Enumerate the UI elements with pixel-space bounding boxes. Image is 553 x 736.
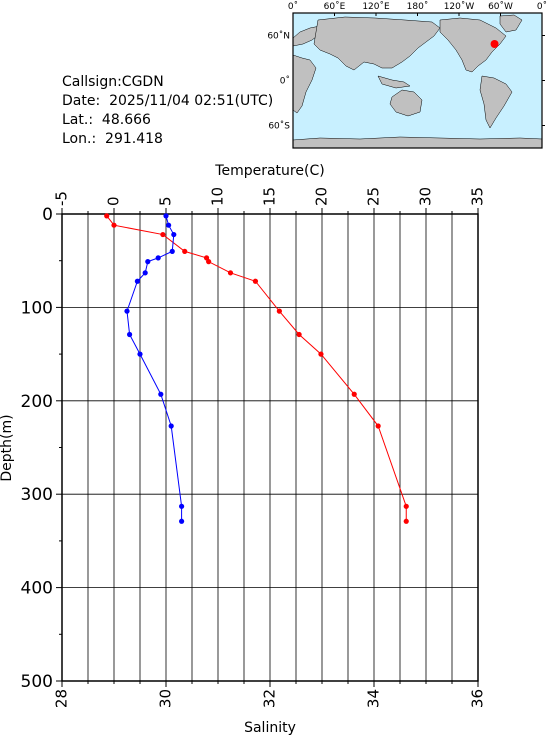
salinity-axis-label: Salinity: [244, 720, 296, 736]
salinity-data-point: [142, 270, 148, 276]
salinity-data-point: [166, 222, 172, 228]
date-text: Date: 2025/11/04 02:51(UTC): [62, 93, 274, 109]
africa-land: [292, 54, 317, 114]
salinity-data-point: [145, 259, 151, 265]
salinity-data-point: [134, 278, 140, 284]
map-lon-tick-label: 120˚W: [444, 1, 475, 12]
temperature-data-point: [111, 222, 117, 228]
temperature-data-point: [252, 278, 259, 284]
salinity-data-point: [171, 231, 177, 238]
temperature-tick-label: 15: [261, 187, 279, 206]
salinity-data-point: [127, 331, 133, 338]
indonesia-land: [377, 75, 411, 89]
north-america-land: [439, 17, 507, 73]
temperature-tick-label: 30: [417, 187, 435, 206]
map-lon-tick-label: 120˚E: [362, 1, 390, 12]
temperature-tick-label: 25: [365, 187, 383, 206]
temperature-tick-label: 10: [209, 187, 227, 206]
map-lat-tick-label: 0˚: [280, 76, 290, 87]
salinity-data-point: [179, 518, 185, 524]
temperature-data-point: [160, 231, 166, 238]
temperature-data-point: [276, 308, 282, 314]
temperature-tick-label: 20: [313, 187, 331, 206]
salinity-tick-label: 28: [53, 689, 71, 708]
longitude-text: Lon.: 291.418: [62, 131, 163, 147]
temperature-data-point: [318, 351, 324, 357]
map-lon-tick-label: 0˚: [288, 1, 298, 12]
salinity-data-point: [179, 503, 185, 509]
south-america-land: [479, 75, 513, 129]
temperature-data-point: [403, 518, 409, 524]
chart-grid: [61, 213, 479, 682]
temperature-data-point: [351, 391, 357, 397]
depth-tick-label: 100: [21, 298, 53, 318]
depth-tick-label: 500: [21, 672, 53, 692]
depth-tick-label: 400: [21, 579, 53, 599]
antarctica-land: [292, 136, 543, 149]
temperature-data-point: [375, 423, 381, 429]
salinity-data-point: [163, 213, 169, 219]
temperature-data-point: [296, 331, 302, 338]
salinity-tick-label: 30: [157, 689, 175, 708]
salinity-data-point: [168, 423, 174, 429]
asia-land: [313, 16, 441, 71]
map-lon-tick-label: 0˚: [537, 1, 547, 12]
salinity-data-point: [137, 351, 143, 357]
salinity-profile-line: [126, 215, 183, 522]
map-ticks: 0˚ 60˚E 120˚E 180˚ 120˚W 60˚W 0˚ 60˚N 0˚ 60˚S: [267, 1, 547, 132]
temperature-data-point: [403, 503, 409, 509]
map-lon-tick-label: 180˚: [407, 1, 429, 12]
salinity-tick-label: 34: [365, 689, 383, 708]
temperature-tick-label: 0: [105, 196, 123, 206]
temperature-axis-label: Temperature(C): [214, 163, 324, 179]
map-lon-tick-label: 60˚E: [324, 1, 346, 12]
temperature-data-point: [206, 259, 212, 265]
callsign-text: Callsign:CGDN: [62, 74, 164, 90]
salinity-data-point: [124, 308, 130, 314]
salinity-tick-label: 36: [469, 689, 487, 708]
float-info-panel: Callsign:CGDN Date: 2025/11/04 02:51(UTC…: [62, 73, 273, 149]
australia-land: [389, 89, 423, 117]
temperature-data-point: [104, 213, 110, 219]
depth-axis-label: Depth(m): [0, 414, 15, 481]
greenland-land: [499, 14, 523, 33]
map-lat-tick-label: 60˚N: [267, 31, 290, 42]
salinity-data-point: [169, 248, 175, 254]
temperature-tick-label: 5: [157, 196, 175, 206]
map-land: [292, 14, 543, 149]
world-map: 0˚ 60˚E 120˚E 180˚ 120˚W 60˚W 0˚ 60˚N 0˚ 60˚S: [267, 1, 547, 149]
temperature-tick-label: -5: [53, 191, 71, 206]
salinity-data-point: [155, 255, 161, 261]
latitude-text: Lat.: 48.666: [62, 112, 151, 128]
map-lat-tick-label: 60˚S: [268, 121, 290, 132]
salinity-tick-label: 32: [261, 689, 279, 708]
depth-tick-label: 0: [42, 205, 53, 225]
float-location-marker: [490, 40, 499, 49]
map-lon-tick-label: 60˚W: [488, 1, 513, 12]
temperature-tick-label: 35: [469, 187, 487, 206]
temperature-profile-line: [106, 215, 407, 522]
salinity-data-point: [158, 391, 164, 397]
depth-tick-label: 300: [21, 485, 53, 505]
depth-tick-label: 200: [21, 392, 53, 412]
chart-series: [104, 213, 409, 524]
temperature-data-point: [182, 248, 188, 254]
temperature-data-point: [227, 270, 234, 276]
